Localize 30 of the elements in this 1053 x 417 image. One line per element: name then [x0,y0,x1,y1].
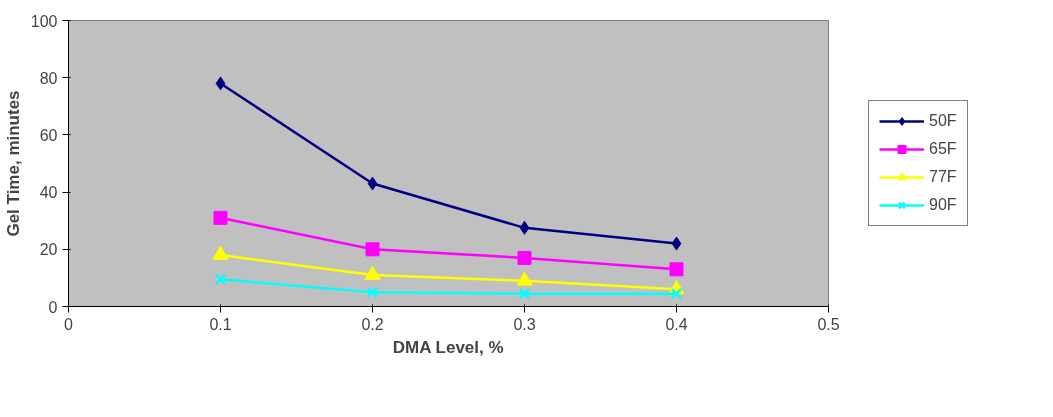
legend-label: 77F [929,168,957,186]
y-tick-label: 20 [39,241,58,259]
x-tick-label: 0 [64,315,74,333]
x-tick-label: 0.1 [209,315,232,333]
y-tick-label: 60 [39,126,58,144]
x-tick-label: 0.3 [513,315,536,333]
point [519,220,530,235]
legend-label: 90F [929,196,957,214]
point [517,250,532,265]
point [670,287,683,300]
point [518,287,531,300]
point [671,236,682,251]
y-tick-label: 80 [39,69,58,87]
point [367,176,378,191]
point [214,273,227,286]
legend-label: 50F [929,112,957,130]
y-tick-label: 0 [48,298,58,316]
y-tick-label: 100 [30,12,58,30]
point [213,210,228,225]
x-tick-label: 0.2 [361,315,384,333]
x-axis-title: DMA Level, % [392,337,504,357]
point [669,262,684,277]
x-tick-label: 0.5 [817,315,840,333]
y-tick-label: 40 [39,184,58,202]
y-axis-title: Gel Time, minutes [3,90,23,237]
point [366,286,379,299]
point [365,242,380,257]
x-tick-label: 0.4 [665,315,688,333]
point [215,76,226,91]
legend-label: 65F [929,140,957,158]
